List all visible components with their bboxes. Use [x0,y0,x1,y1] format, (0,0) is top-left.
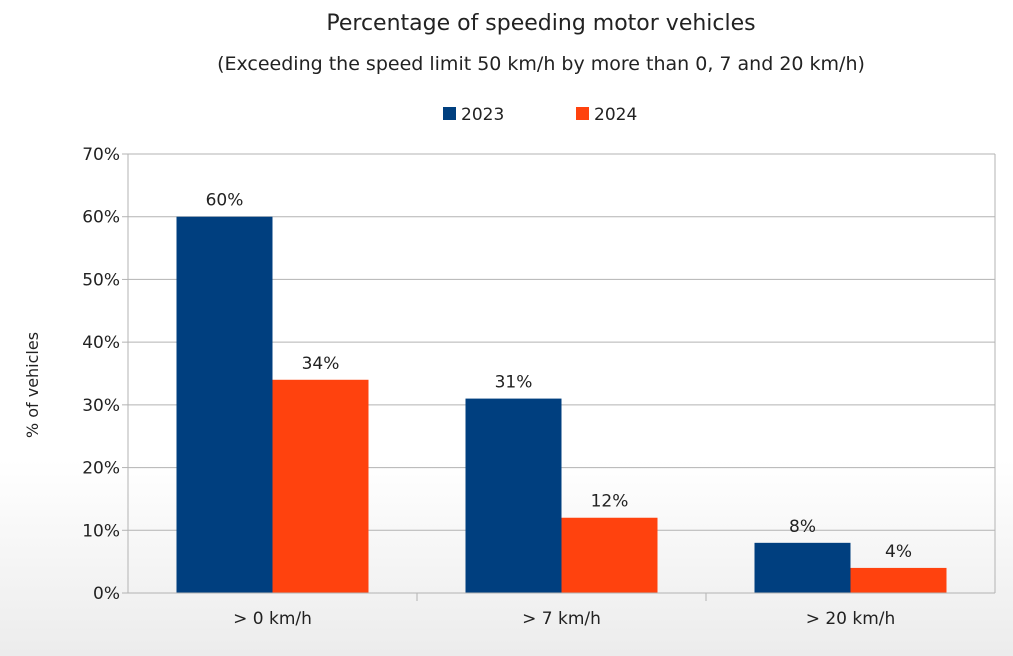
chart-title: Percentage of speeding motor vehicles [326,11,755,36]
bars: 60% 34% 31% 12% 8% 4% [176,191,947,593]
x-tick-label: > 7 km/h [522,609,601,629]
y-tick-label: 10% [82,521,120,541]
data-label: 4% [885,542,912,562]
data-label: 60% [206,191,244,211]
bar-2023 [754,542,851,593]
y-tick-label: 50% [82,270,120,290]
bar-2024 [272,379,369,593]
bar-2023 [176,216,273,593]
legend-label-2024: 2024 [594,105,637,125]
axes: 0% 10% 20% 30% 40% 50% 60% 70% > 0 km/h > 7 km/h >… [82,145,996,629]
x-tick-label: > 20 km/h [806,609,896,629]
legend: 2023 2024 [443,105,637,125]
y-tick-label: 40% [82,333,120,353]
data-label: 31% [495,373,533,393]
data-label: 8% [789,517,816,537]
bar-2024 [850,567,947,593]
y-tick-label: 20% [82,459,120,479]
y-axis-label: % of vehicles [23,332,42,438]
y-tick-label: 30% [82,396,120,416]
y-tick-label: 0% [93,584,120,604]
bar-2023 [465,398,562,593]
data-label: 12% [591,492,629,512]
data-label: 34% [302,354,340,374]
legend-swatch-2023 [443,107,456,120]
y-tick-label: 60% [82,208,120,228]
bar-2024 [561,517,658,593]
legend-swatch-2024 [576,107,589,120]
legend-label-2023: 2023 [461,105,504,125]
x-tick-label: > 0 km/h [233,609,312,629]
chart-subtitle: (Exceeding the speed limit 50 km/h by mo… [217,53,865,75]
y-tick-label: 70% [82,145,120,165]
